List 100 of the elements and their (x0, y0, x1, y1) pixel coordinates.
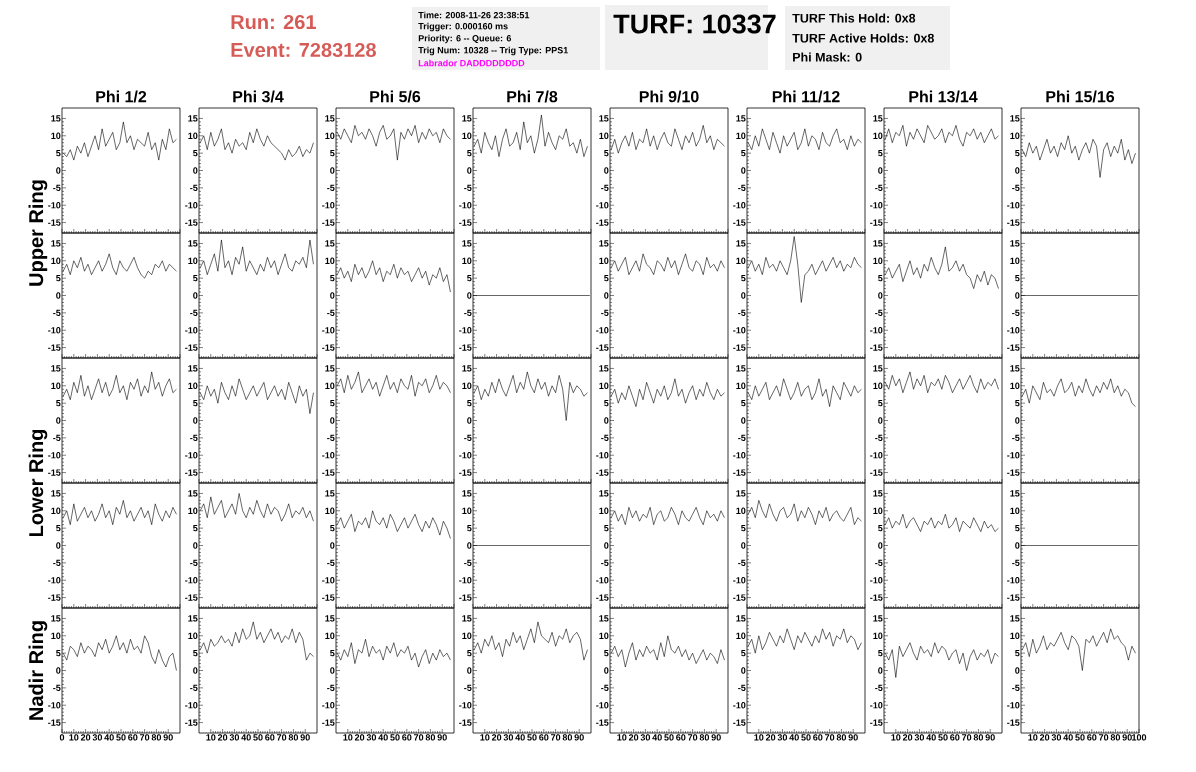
y-tick-label: 5 (741, 650, 746, 657)
y-tick-label: -5 (601, 184, 609, 192)
y-tick-label: 5 (604, 650, 609, 657)
x-tick-label: 10 (343, 734, 353, 741)
y-tick-label: 0 (330, 542, 335, 549)
y-tick-label: 0 (878, 292, 883, 299)
y-tick-label: 5 (193, 275, 198, 282)
y-tick-label: -10 (870, 327, 883, 334)
y-tick-label: -15 (733, 344, 746, 351)
y-tick-label: -5 (327, 684, 335, 692)
x-tick-label: 50 (938, 734, 948, 741)
y-tick-label: 5 (1015, 275, 1020, 282)
y-tick-label: 0 (56, 292, 61, 299)
y-tick-label: 5 (878, 650, 883, 657)
y-tick-label: -10 (322, 327, 335, 334)
y-tick-label: 10 (462, 382, 472, 389)
x-tick-label: 90 (574, 734, 584, 741)
x-tick-label: 20 (354, 734, 365, 741)
y-tick-label: 5 (1015, 150, 1020, 157)
y-tick-label: -5 (875, 184, 883, 192)
x-tick-label: 90 (848, 734, 858, 741)
x-tick-label: 90 (437, 734, 447, 741)
y-tick-label: 10 (873, 382, 883, 389)
y-tick-label: 10 (325, 132, 335, 139)
y-tick-label: 15 (599, 365, 609, 372)
y-tick-label: 0 (56, 542, 61, 549)
y-tick-label: -15 (733, 719, 746, 726)
y-tick-label: -10 (1007, 202, 1020, 209)
x-tick-label: 30 (366, 734, 377, 741)
y-tick-label: -5 (190, 309, 198, 317)
x-tick-label: 20 (902, 734, 913, 741)
y-tick-label: -10 (48, 327, 61, 334)
y-tick-label: -10 (459, 327, 472, 334)
y-tick-label: 15 (1010, 240, 1020, 247)
y-tick-label: -15 (185, 219, 198, 226)
y-tick-label: -15 (185, 469, 198, 476)
y-tick-label: 5 (1015, 525, 1020, 532)
y-tick-label: 15 (325, 490, 335, 497)
y-tick-label: 0 (467, 292, 472, 299)
y-tick-label: 15 (325, 615, 335, 622)
y-tick-label: -10 (733, 202, 746, 209)
y-tick-label: -15 (1007, 344, 1020, 351)
y-tick-label: 10 (188, 257, 198, 264)
y-tick-label: 5 (878, 400, 883, 407)
y-tick-label: -10 (870, 577, 883, 584)
y-tick-label: 10 (599, 132, 609, 139)
x-tick-label: 10 (1028, 734, 1038, 741)
y-tick-label: 10 (736, 257, 746, 264)
y-tick-label: 10 (51, 632, 61, 639)
y-tick-label: 10 (462, 632, 472, 639)
y-tick-label: 5 (56, 275, 61, 282)
y-tick-label: -15 (185, 719, 198, 726)
x-tick-label: 80 (562, 734, 573, 741)
y-tick-label: 5 (878, 525, 883, 532)
y-tick-label: -5 (875, 559, 883, 567)
y-tick-label: 15 (188, 615, 198, 622)
y-tick-label: 0 (878, 167, 883, 174)
text: Trig Num: 10328 -- Trig Type: PPS1 (418, 46, 568, 56)
y-tick-label: -5 (875, 684, 883, 692)
y-tick-label: 10 (873, 632, 883, 639)
x-tick-label: 40 (926, 734, 936, 741)
y-tick-label: 15 (1010, 490, 1020, 497)
y-tick-label: -5 (53, 184, 61, 192)
y-tick-label: 10 (462, 257, 472, 264)
y-tick-label: 15 (188, 490, 198, 497)
x-tick-label: 90 (1122, 734, 1132, 741)
x-tick-label: 50 (116, 734, 126, 741)
y-tick-label: -5 (738, 559, 746, 567)
x-tick-label: 50 (664, 734, 674, 741)
y-tick-label: 10 (462, 132, 472, 139)
y-tick-label: 10 (51, 382, 61, 389)
x-tick-label: 60 (128, 734, 138, 741)
y-tick-label: -15 (322, 719, 335, 726)
y-tick-label: 15 (736, 490, 746, 497)
y-tick-label: -10 (459, 452, 472, 459)
y-axis-title: Upper Ring (28, 180, 48, 286)
y-tick-label: -10 (185, 577, 198, 584)
y-tick-label: -15 (459, 469, 472, 476)
y-tick-label: -5 (190, 434, 198, 442)
y-tick-label: 15 (736, 115, 746, 122)
y-tick-label: -15 (459, 594, 472, 601)
y-tick-label: -10 (322, 202, 335, 209)
x-tick-label: 40 (789, 734, 799, 741)
x-tick-label: 50 (1075, 734, 1085, 741)
y-tick-label: -10 (1007, 452, 1020, 459)
y-tick-label: 5 (193, 400, 198, 407)
x-tick-label: 30 (1051, 734, 1062, 741)
x-tick-label: 70 (413, 734, 424, 741)
y-tick-label: -5 (190, 684, 198, 692)
x-tick-label: 50 (253, 734, 263, 741)
y-tick-label: 15 (462, 615, 472, 622)
y-tick-label: -10 (48, 452, 61, 459)
y-tick-label: -10 (596, 327, 609, 334)
y-tick-label: -15 (322, 469, 335, 476)
y-tick-label: 0 (467, 167, 472, 174)
y-tick-label: -15 (870, 719, 883, 726)
y-tick-label: -15 (48, 594, 61, 601)
text: TURF: 10337 (613, 14, 776, 34)
y-tick-label: 15 (188, 365, 198, 372)
x-tick-label: 70 (139, 734, 150, 741)
